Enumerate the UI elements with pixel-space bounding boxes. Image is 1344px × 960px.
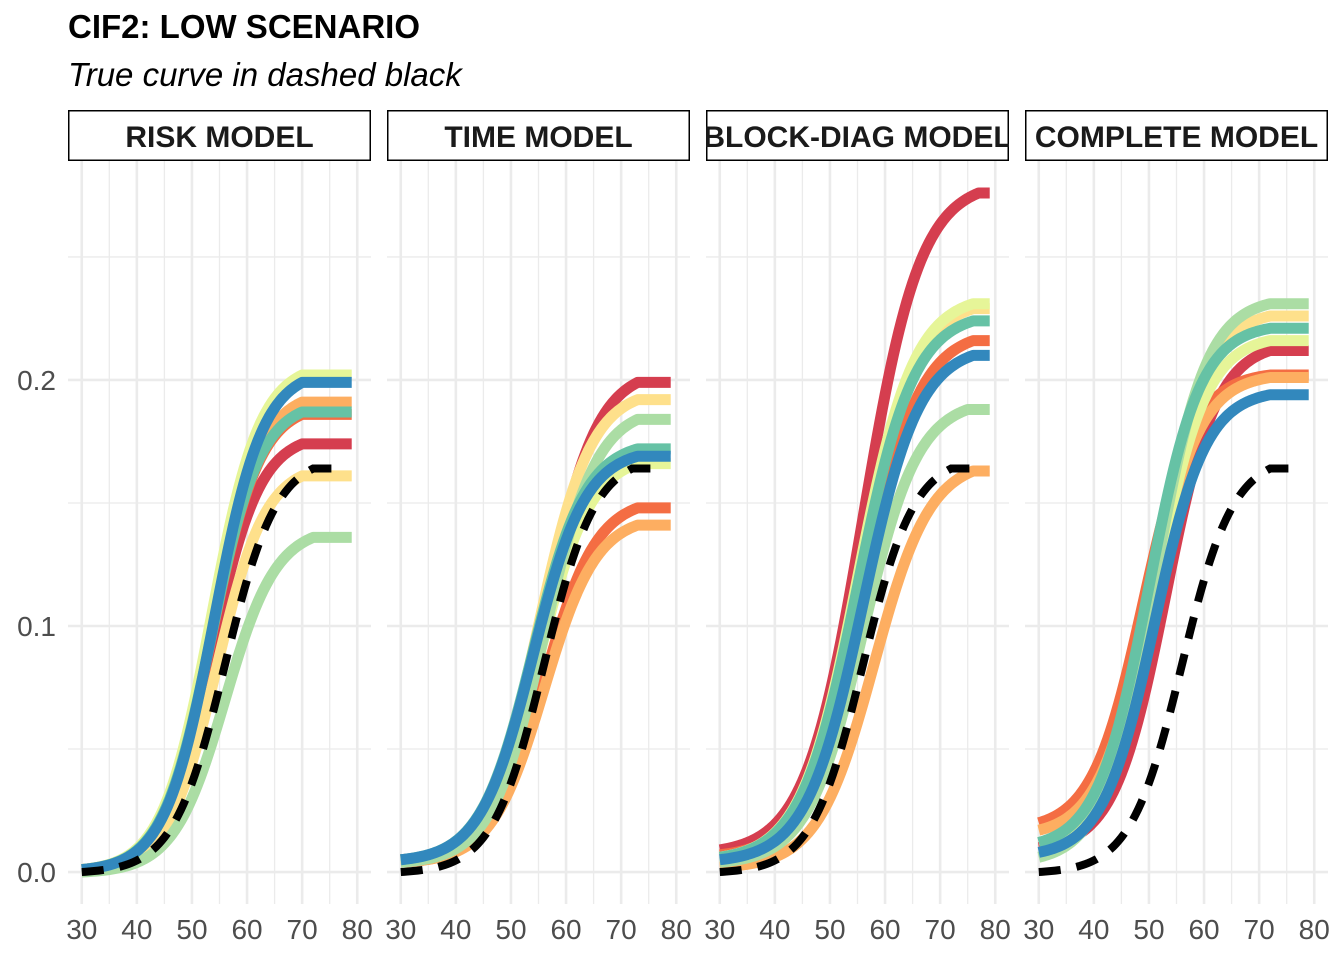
x-tick-label: 40 xyxy=(121,914,152,945)
model-curve xyxy=(1036,369,1312,829)
x-tick-label: 50 xyxy=(814,914,845,945)
x-tick-label: 70 xyxy=(1244,914,1275,945)
model-curve xyxy=(1036,389,1312,858)
x-tick-label: 40 xyxy=(759,914,790,945)
chart-subtitle: True curve in dashed black xyxy=(68,56,462,93)
true-curve xyxy=(400,464,666,877)
facet-strip xyxy=(387,110,690,161)
x-tick-label: 80 xyxy=(1299,914,1330,945)
facet-strip-label: COMPLETE MODEL xyxy=(1035,121,1318,154)
model-curve xyxy=(1036,344,1312,853)
x-tick-label: 60 xyxy=(550,914,581,945)
true-curve xyxy=(1038,464,1304,877)
model-curve xyxy=(717,187,993,856)
model-curve xyxy=(1036,335,1312,848)
facet-strip xyxy=(706,110,1009,161)
y-tick-label: 0.1 xyxy=(17,611,56,642)
y-tick-label: 0.2 xyxy=(17,365,56,396)
facet-strip xyxy=(68,110,371,161)
true-curve xyxy=(81,464,347,877)
facet-strip-label: RISK MODEL xyxy=(125,121,313,154)
model-curve xyxy=(717,315,993,863)
x-tick-label: 80 xyxy=(342,914,373,945)
x-tick-label: 50 xyxy=(176,914,207,945)
facet-strip-label: TIME MODEL xyxy=(444,121,632,154)
model-curve xyxy=(1036,372,1312,836)
model-curve xyxy=(398,450,674,866)
facet-strip xyxy=(1025,110,1328,161)
facet-strip-label: BLOCK-DIAG MODEL xyxy=(703,121,1011,154)
y-tick-label: 0.0 xyxy=(17,857,56,888)
model-curve xyxy=(79,376,355,876)
x-tick-label: 80 xyxy=(980,914,1011,945)
x-tick-label: 40 xyxy=(1078,914,1109,945)
x-tick-label: 30 xyxy=(704,914,735,945)
true-curve xyxy=(719,464,985,877)
x-tick-label: 70 xyxy=(606,914,637,945)
x-tick-label: 80 xyxy=(661,914,692,945)
model-curve xyxy=(717,349,993,866)
x-tick-label: 30 xyxy=(385,914,416,945)
x-tick-label: 30 xyxy=(1023,914,1054,945)
x-tick-label: 70 xyxy=(925,914,956,945)
x-tick-label: 40 xyxy=(440,914,471,945)
model-curve xyxy=(1036,322,1312,848)
x-tick-label: 60 xyxy=(869,914,900,945)
x-tick-label: 50 xyxy=(1133,914,1164,945)
x-tick-label: 60 xyxy=(231,914,262,945)
x-tick-label: 60 xyxy=(1188,914,1219,945)
x-tick-label: 70 xyxy=(287,914,318,945)
x-tick-label: 30 xyxy=(66,914,97,945)
chart-title: CIF2: LOW SCENARIO xyxy=(68,8,420,45)
x-tick-label: 50 xyxy=(495,914,526,945)
